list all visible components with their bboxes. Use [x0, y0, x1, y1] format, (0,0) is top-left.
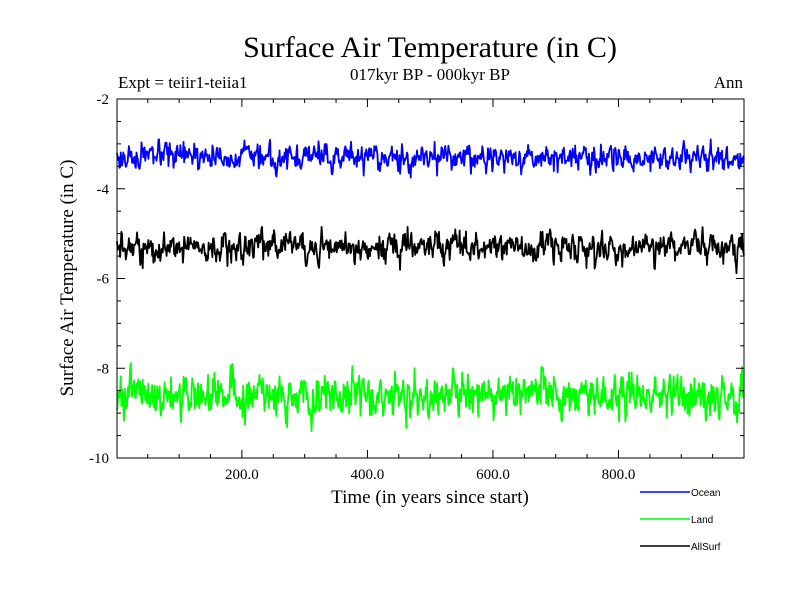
x-tick-label: 600.0	[476, 467, 510, 483]
legend-label-ocean: Ocean	[691, 488, 720, 499]
legend-label-allsurf: AllSurf	[691, 542, 721, 553]
series-line-land	[116, 362, 745, 433]
x-axis-label: Time (in years since start)	[331, 487, 529, 508]
y-tick-label: -8	[97, 361, 110, 377]
series-line-ocean	[116, 138, 745, 179]
experiment-label: Expt = teiir1-teiia1	[118, 73, 248, 92]
y-tick-label: -6	[97, 272, 110, 288]
period-label: Ann	[714, 73, 744, 92]
y-tick-label: -4	[97, 182, 110, 198]
legend-label-land: Land	[691, 515, 713, 526]
x-tick-label: 800.0	[602, 467, 636, 483]
y-axis-label: Surface Air Temperature (in C)	[57, 160, 78, 397]
chart-subtitle: 017kyr BP - 000kyr BP	[350, 65, 510, 84]
y-tick-label: -2	[97, 92, 110, 108]
tick-layer: 200.0 400.0 600.0 800.0 -10 -8 -6 -4 -2	[89, 92, 744, 483]
legend: Ocean Land AllSurf	[640, 488, 721, 553]
series-layer	[116, 138, 745, 433]
plot-frame	[116, 98, 745, 459]
x-tick-label: 400.0	[351, 467, 385, 483]
y-tick-label: -10	[89, 451, 109, 467]
x-tick-label: 200.0	[225, 467, 259, 483]
series-line-allsurf	[116, 225, 745, 275]
chart-title: Surface Air Temperature (in C)	[243, 31, 617, 64]
